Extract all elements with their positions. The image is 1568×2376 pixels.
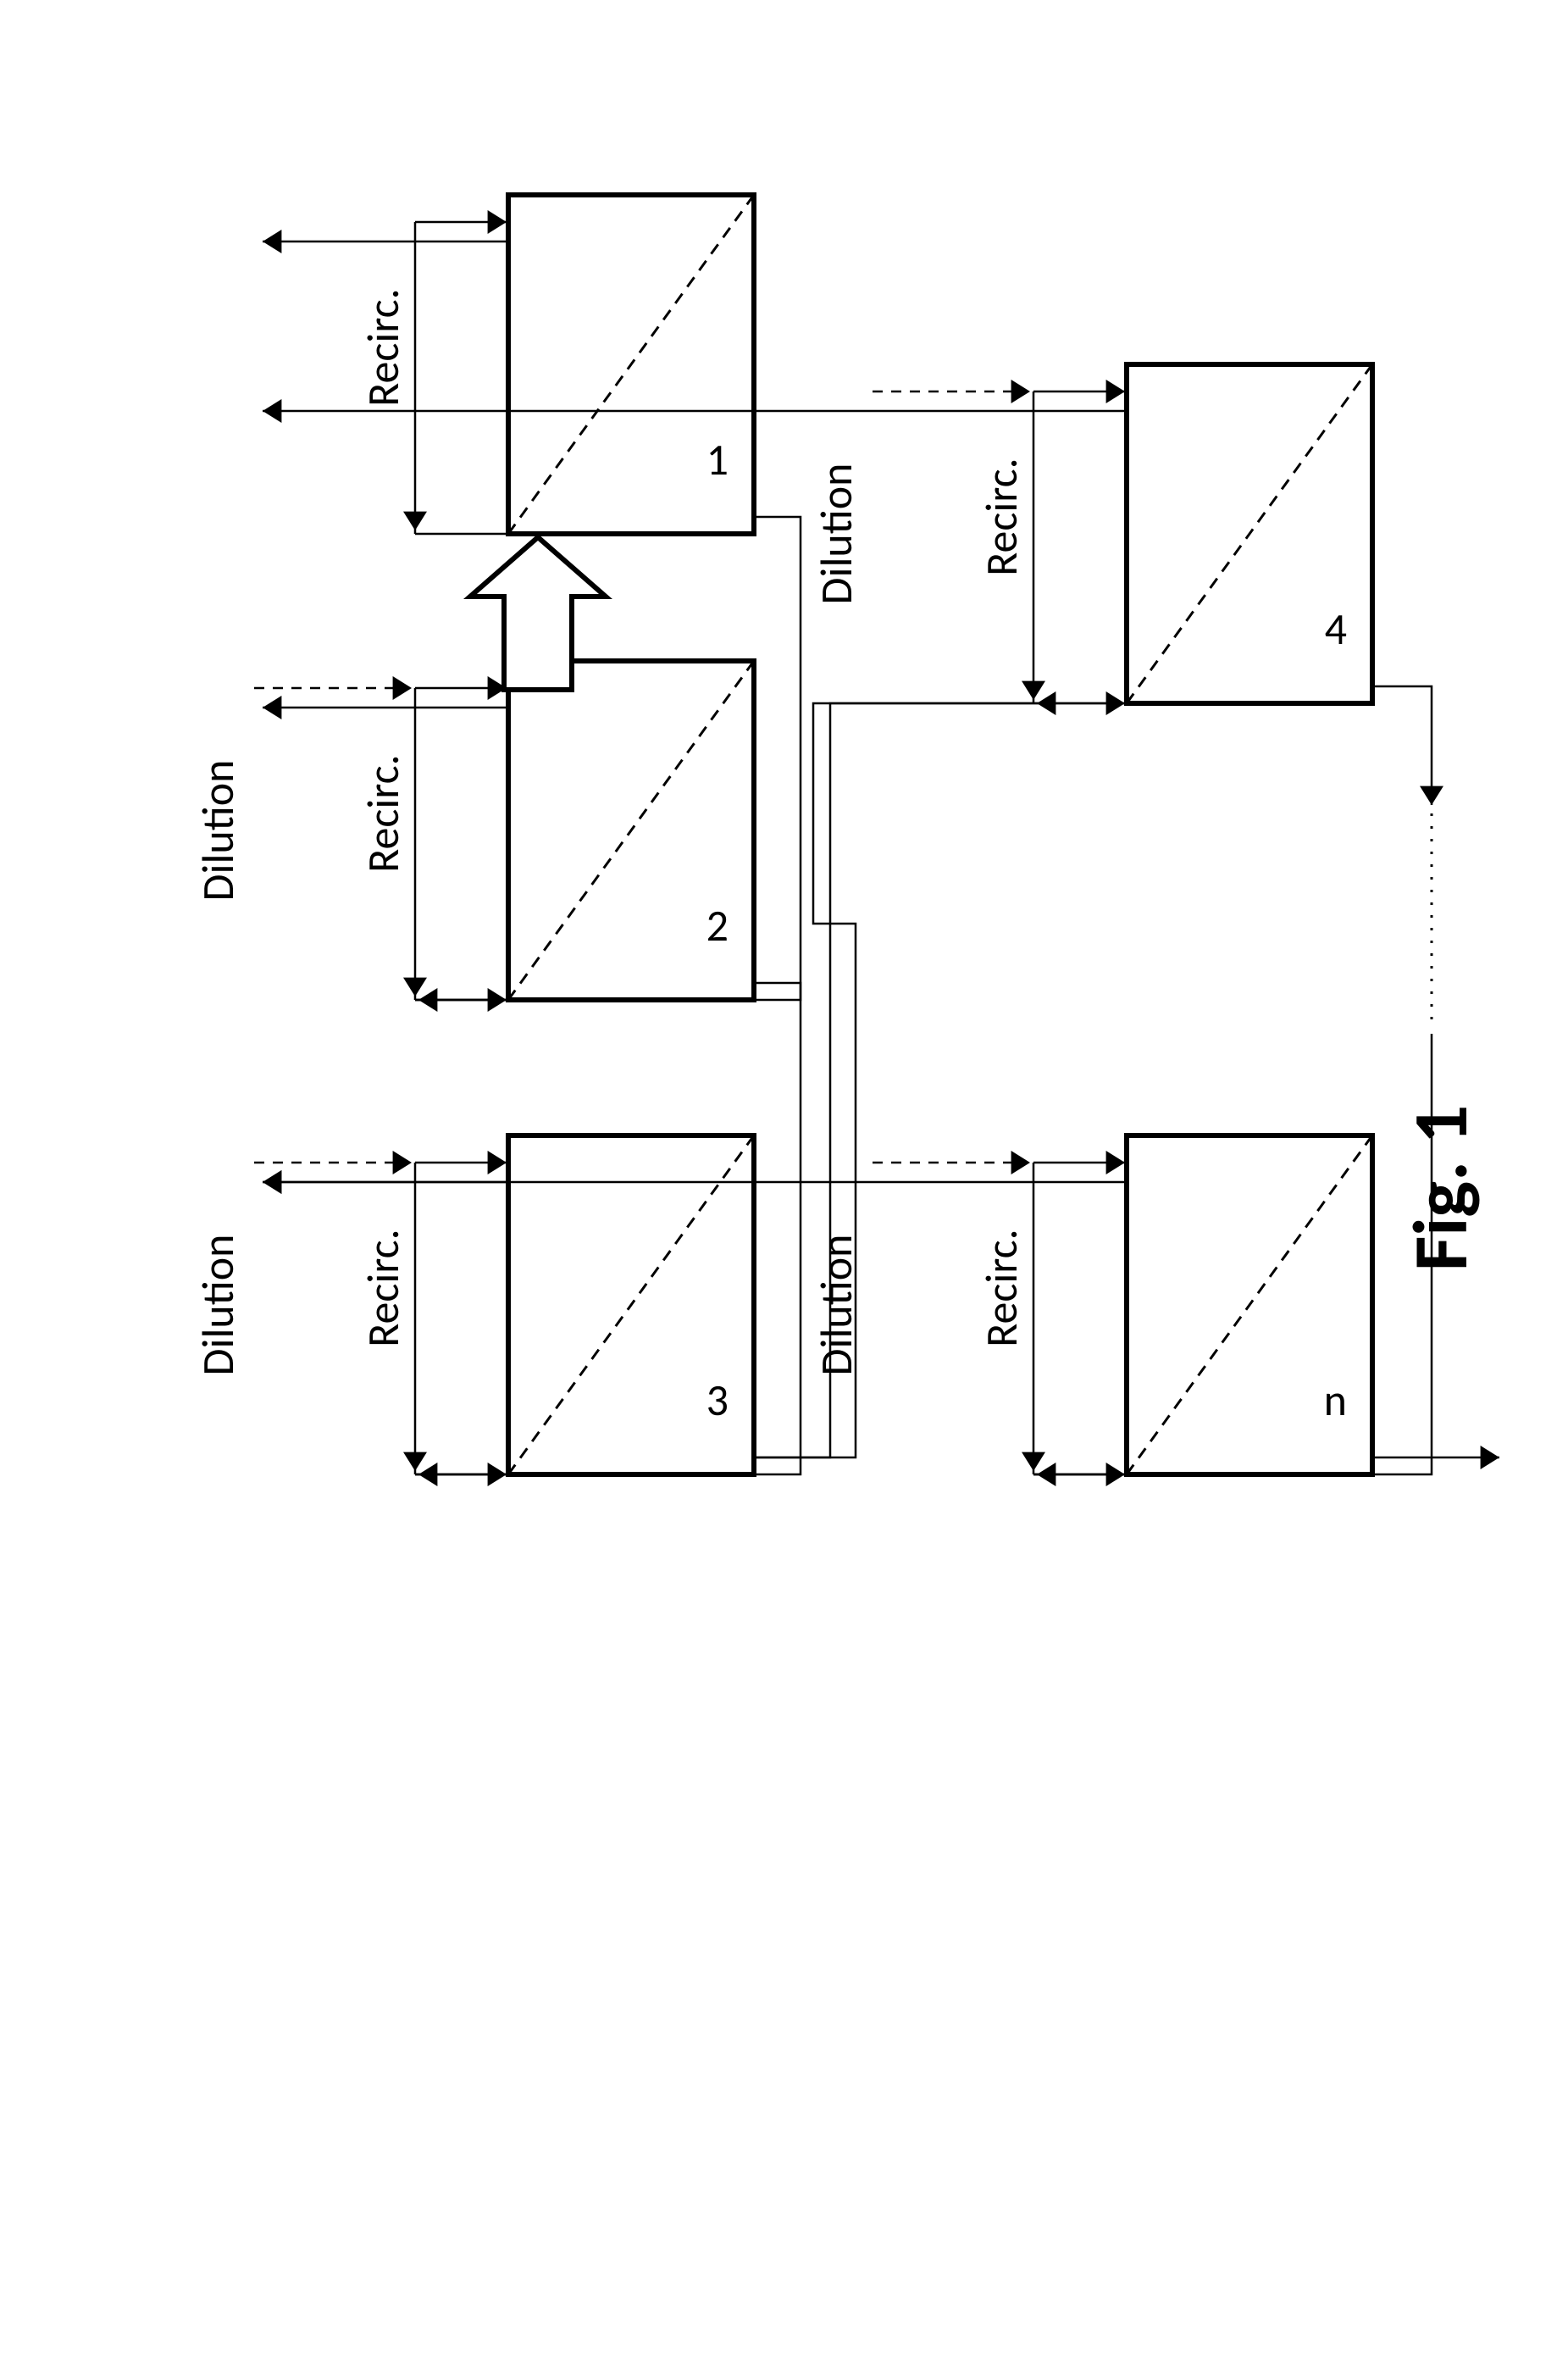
stage-number-n: n	[1324, 1373, 1347, 1427]
recirc-label-4: Recirc.	[974, 458, 1028, 576]
stage-number-3: 3	[706, 1373, 729, 1427]
feed-arrow	[470, 537, 606, 690]
figure-label: Fig. 1	[1394, 1105, 1488, 1271]
dilution-label-2: Dilution	[191, 760, 245, 902]
recirc-label-1: Recirc.	[356, 288, 410, 407]
dilution-label-4: Dilution	[809, 464, 863, 605]
dilution-label-3: Dilution	[191, 1235, 245, 1376]
recirc-label-3: Recirc.	[356, 1229, 410, 1347]
recirc-label-n: Recirc.	[974, 1229, 1028, 1347]
recirc-label-2: Recirc.	[356, 754, 410, 873]
retentate-1-to-2	[415, 517, 801, 1000]
stage-number-1: 1	[706, 432, 729, 486]
retentate-2-to-3	[415, 983, 801, 1474]
stage-number-4: 4	[1325, 602, 1347, 656]
stage-number-2: 2	[706, 898, 729, 952]
